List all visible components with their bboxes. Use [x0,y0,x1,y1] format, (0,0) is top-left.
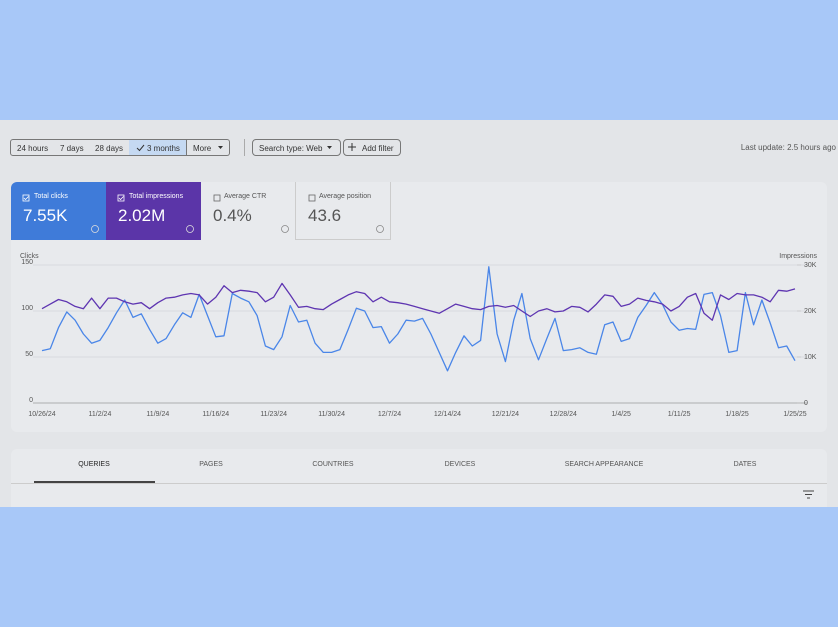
y2-tick-label: 30K [804,262,817,269]
y2-tick-label: 0 [804,400,808,407]
range-chip-selected[interactable]: 3 months [129,139,187,156]
x-tick-label: 11/2/24 [89,411,112,418]
x-tick-label: 1/25/25 [783,411,806,418]
x-tick-label: 1/18/25 [725,411,748,418]
metric-label: Total clicks [34,193,68,200]
series-line [41,282,796,321]
card-icons [22,194,384,233]
x-tick-label: 12/7/24 [378,411,401,418]
y2-tick-label: 20K [804,308,817,315]
y-tick-label: 50 [25,351,33,358]
filter-icon[interactable] [803,490,814,499]
metric-value: 7.55K [23,206,68,225]
metric-card[interactable]: Total clicks 7.55K [11,182,106,240]
x-tick-label: 1/11/25 [668,411,691,418]
y-tick-label: 150 [21,259,33,266]
last-update: Last update: 2.5 hours ago [740,143,836,152]
y2-axis-label: Impressions [779,253,817,260]
tab-underline [34,481,155,483]
metric-label: Average position [319,193,372,200]
y-tick-label: 100 [21,305,33,312]
tab[interactable]: DATES [733,461,757,468]
tab-divider [11,483,827,484]
metric-card[interactable]: Average position 43.6 [296,182,391,240]
x-tick-label: 12/28/24 [550,411,577,418]
chart: Clicks Impressions 0 50 100 150 0 10K 20K 30K 10… [20,253,818,418]
x-tick-label: 11/30/24 [318,411,345,418]
plus-icon [348,143,356,151]
dropdown-icon [327,146,332,149]
series-line [41,266,796,372]
x-tick-label: 11/9/24 [146,411,169,418]
metric-label: Total impressions [129,193,184,200]
y-axis-label: Clicks [20,253,39,260]
x-tick-label: 1/4/25 [611,411,631,418]
metric-value: 0.4% [213,206,252,225]
tab[interactable]: COUNTRIES [312,461,354,468]
tab[interactable]: SEARCH APPEARANCE [564,461,644,468]
check-icon [136,144,145,152]
tab[interactable]: PAGES [199,461,223,468]
x-tick-label: 12/14/24 [434,411,461,418]
dropdown-icon [218,146,223,149]
y-tick-label: 0 [29,397,33,404]
tab[interactable]: DEVICES [444,461,476,468]
tab[interactable]: QUERIES [78,461,110,468]
metric-card[interactable]: Total impressions 2.02M [106,182,201,240]
metric-card[interactable]: Average CTR 0.4% [201,182,296,240]
table-card [11,449,827,507]
x-tick-label: 10/26/24 [28,411,55,418]
y2-tick-label: 10K [804,354,817,361]
search-type-chip[interactable]: Search type: Web [252,139,342,156]
metric-value: 2.02M [118,206,166,225]
x-tick-label: 11/23/24 [260,411,287,418]
x-tick-label: 11/16/24 [202,411,229,418]
x-tick-label: 12/21/24 [492,411,519,418]
more-chip[interactable]: More [187,139,231,156]
add-filter-chip[interactable]: Add filter [343,139,401,156]
metric-value: 43.6 [308,206,342,225]
divider [244,139,245,156]
metric-label: Average CTR [224,193,267,200]
